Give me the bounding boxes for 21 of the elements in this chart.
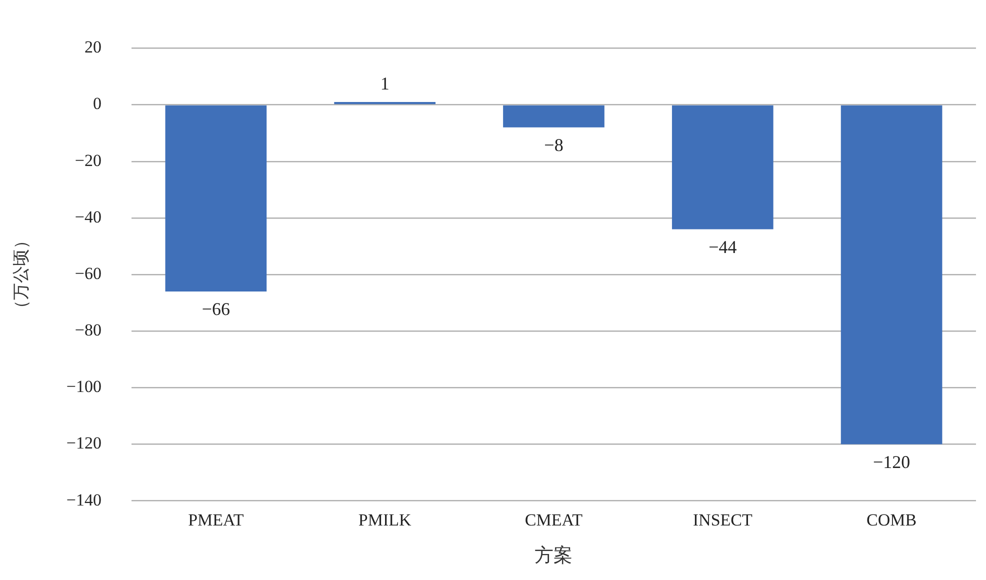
y-tick-label: 20 [84,38,102,57]
x-tick-label: PMILK [358,510,412,530]
y-axis-title: （万公顷） [12,232,31,317]
data-label: 1 [380,74,390,94]
y-tick-label: −60 [74,264,102,283]
y-tick-label: −100 [66,377,102,396]
y-tick-label: −120 [66,434,102,453]
data-label: −44 [708,236,737,257]
y-tick-label: −20 [74,150,102,170]
x-tick-label: INSECT [692,510,754,530]
data-label: −120 [872,452,910,472]
x-tick-label: COMB [866,510,917,530]
x-axis-title: 方案 [534,544,573,567]
y-tick-label: 0 [92,94,102,114]
data-label: −66 [202,299,230,320]
x-tick-label: CMEAT [524,510,584,530]
y-tick-label: −140 [66,490,102,510]
y-tick-label: −80 [74,320,102,340]
y-tick-label: −40 [74,207,102,226]
data-label: −8 [544,135,564,156]
x-tick-label: PMEAT [188,510,244,530]
